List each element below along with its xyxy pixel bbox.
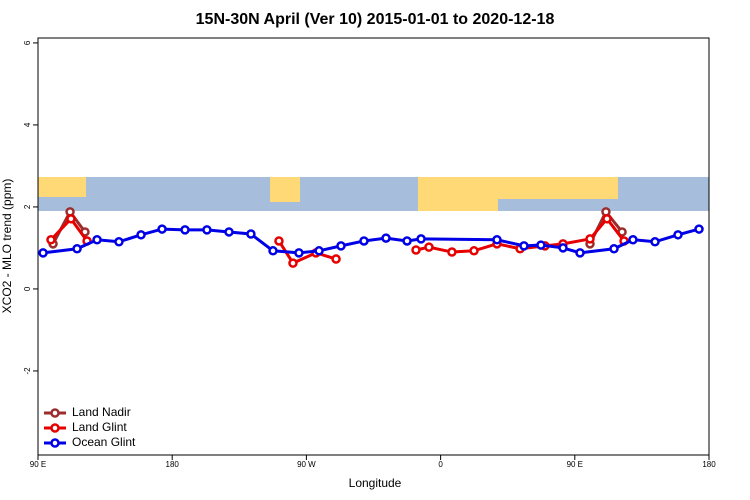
data-point xyxy=(628,234,638,245)
data-point xyxy=(411,245,421,255)
land-band xyxy=(418,177,498,211)
data-point xyxy=(246,229,256,239)
data-point xyxy=(585,234,595,244)
data-point xyxy=(609,244,619,254)
data-point xyxy=(288,258,298,268)
data-point xyxy=(602,214,612,224)
legend-marker xyxy=(50,423,60,433)
data-point xyxy=(180,225,190,235)
data-point xyxy=(202,225,212,235)
y-tick-label: 4 xyxy=(23,122,32,127)
data-point xyxy=(66,214,76,224)
data-point xyxy=(92,234,102,245)
data-point xyxy=(381,233,391,243)
data-point xyxy=(536,240,546,250)
data-point xyxy=(424,242,434,252)
data-point xyxy=(416,234,426,244)
y-tick-label: 0 xyxy=(23,286,32,291)
legend-label: Land Nadir xyxy=(72,405,131,419)
data-point xyxy=(157,224,167,234)
chart-title: 15N-30N April (Ver 10) 2015-01-01 to 202… xyxy=(196,11,555,28)
y-tick-label: -2 xyxy=(23,367,32,375)
y-axis-label: XCO2 - MLO trend (ppm) xyxy=(0,179,14,314)
data-point xyxy=(314,246,324,256)
y-tick-label: 2 xyxy=(23,204,32,209)
legend-label: Land Glint xyxy=(72,420,127,434)
data-point xyxy=(575,248,585,258)
legend-label: Ocean Glint xyxy=(72,435,136,449)
data-point xyxy=(359,236,369,246)
data-point xyxy=(268,246,278,256)
data-point xyxy=(673,230,683,240)
x-tick-label: 90 W xyxy=(297,460,316,469)
x-tick-label: 90 E xyxy=(567,460,583,469)
data-point xyxy=(469,246,479,256)
land-band xyxy=(38,177,86,197)
map-band xyxy=(38,177,709,211)
data-point xyxy=(694,224,704,234)
x-tick-label: 180 xyxy=(702,460,716,469)
plot-frame xyxy=(37,37,710,456)
data-point xyxy=(558,243,568,253)
data-point xyxy=(46,234,56,245)
data-point xyxy=(274,236,284,246)
data-point xyxy=(72,244,82,254)
data-point xyxy=(447,247,457,257)
data-point xyxy=(402,236,412,246)
legend-marker xyxy=(50,408,60,418)
series-line xyxy=(42,227,700,255)
data-point xyxy=(492,234,502,245)
data-point xyxy=(336,241,346,251)
data-point xyxy=(114,237,124,247)
x-tick-label: 180 xyxy=(166,460,180,469)
data-point xyxy=(294,248,304,258)
data-point xyxy=(519,241,529,251)
land-band xyxy=(270,177,300,202)
data-point xyxy=(331,254,341,264)
x-axis-label: Longitude xyxy=(349,476,402,490)
x-tick-label: 0 xyxy=(438,460,443,469)
legend-marker xyxy=(50,438,60,448)
land-band xyxy=(498,177,618,199)
data-point xyxy=(136,230,146,240)
data-point xyxy=(38,248,48,258)
series-line xyxy=(51,209,624,245)
data-point xyxy=(650,237,660,247)
x-tick-label: 90 E xyxy=(30,460,46,469)
y-tick-label: 6 xyxy=(23,40,32,45)
data-point xyxy=(224,227,234,237)
